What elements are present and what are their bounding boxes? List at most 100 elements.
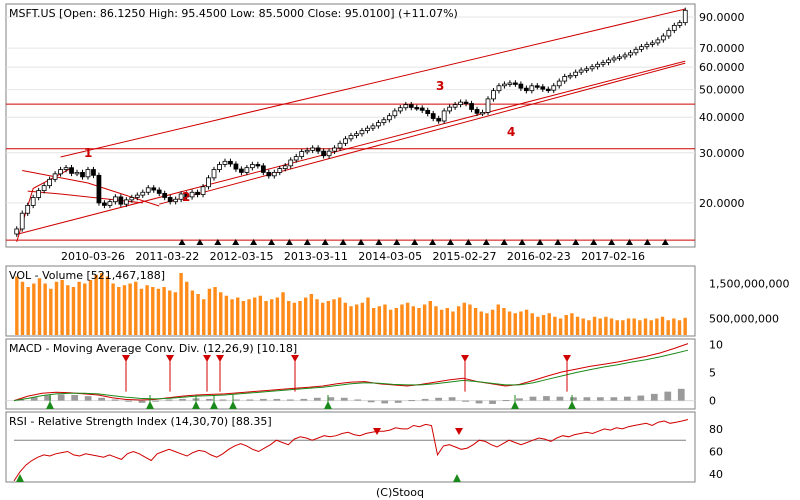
volume-bar bbox=[428, 301, 432, 335]
candle-body bbox=[595, 63, 600, 68]
candle-body bbox=[650, 42, 655, 45]
macd-histogram-bar bbox=[650, 393, 658, 401]
volume-bar bbox=[632, 318, 636, 335]
volume-bar bbox=[43, 283, 47, 335]
event-marker bbox=[303, 239, 311, 245]
volume-bar bbox=[349, 306, 353, 335]
event-marker bbox=[482, 239, 490, 245]
event-marker bbox=[250, 239, 258, 245]
volume-bar bbox=[621, 320, 625, 335]
date-label: 2015-02-27 bbox=[433, 250, 497, 263]
macd-histogram-bar bbox=[206, 398, 213, 401]
candle-body bbox=[469, 103, 474, 110]
volume-bar bbox=[281, 292, 285, 335]
event-markers bbox=[178, 239, 669, 245]
volume-bar bbox=[434, 306, 438, 335]
candle-body bbox=[58, 169, 63, 175]
macd-histogram-bar bbox=[623, 396, 631, 401]
candle-body bbox=[447, 106, 453, 112]
volume-axis: 1,500,000,000 500,000,000 bbox=[709, 278, 789, 326]
volume-bar bbox=[456, 306, 461, 335]
event-marker bbox=[464, 239, 472, 245]
volume-bar bbox=[32, 283, 36, 335]
volume-bar bbox=[309, 294, 314, 335]
event-marker bbox=[643, 239, 651, 245]
candle-body bbox=[288, 159, 294, 167]
candle-body bbox=[600, 62, 606, 65]
candle-body bbox=[666, 29, 672, 37]
candle-body bbox=[52, 173, 58, 180]
volume-bar bbox=[530, 313, 534, 335]
rsi-panel-title: RSI - Relative Strength Index (14,30,70)… bbox=[9, 415, 272, 428]
trendline bbox=[60, 8, 686, 158]
macd-histogram-bar bbox=[125, 400, 132, 402]
candle-body bbox=[321, 150, 326, 157]
event-marker bbox=[196, 239, 204, 245]
volume-bar bbox=[264, 301, 268, 335]
volume-bar bbox=[445, 308, 449, 335]
buy-signal-marker bbox=[192, 401, 200, 409]
price-panel: 90.0000 70.0000 60.0000 50.0000 40.0000 30.00… bbox=[5, 3, 745, 263]
candle-body bbox=[365, 127, 370, 132]
macd-histogram-bar bbox=[354, 399, 362, 401]
volume-bar bbox=[253, 297, 257, 335]
macd-histogram-bar bbox=[462, 400, 469, 402]
macd-line bbox=[13, 349, 689, 402]
candle-body bbox=[244, 167, 250, 173]
volume-bar bbox=[683, 317, 687, 335]
candle-body bbox=[567, 75, 573, 78]
candle-body bbox=[682, 9, 688, 24]
macd-histogram-bar bbox=[300, 398, 308, 401]
candle-body bbox=[354, 133, 359, 136]
volume-bar bbox=[230, 299, 234, 335]
candle-body bbox=[441, 110, 447, 122]
event-marker bbox=[626, 239, 633, 245]
candle-body bbox=[392, 110, 398, 117]
rsi-line bbox=[13, 419, 689, 482]
candle-body bbox=[19, 212, 25, 230]
volume-bar bbox=[320, 302, 325, 335]
buy-signal-marker bbox=[511, 401, 519, 409]
macd-histogram-bar bbox=[475, 400, 483, 404]
candle-body bbox=[266, 172, 272, 177]
buy-signal-marker bbox=[229, 401, 237, 409]
annotation-2: 2 bbox=[182, 190, 190, 204]
macd-histogram-bar bbox=[233, 399, 240, 401]
event-marker bbox=[375, 239, 383, 245]
rsi-oversold-marker bbox=[16, 474, 24, 482]
volume-bar bbox=[185, 281, 189, 335]
candle-body bbox=[326, 150, 332, 157]
candle-body bbox=[573, 71, 579, 76]
volume-bar bbox=[366, 297, 370, 335]
candle-body bbox=[381, 119, 387, 124]
buy-signal-marker bbox=[324, 401, 332, 409]
candle-body bbox=[74, 172, 80, 175]
event-marker bbox=[214, 239, 222, 245]
volume-bar bbox=[156, 288, 161, 335]
candle-body bbox=[156, 189, 162, 194]
macd-histogram-bar bbox=[57, 394, 65, 401]
candle-body bbox=[622, 54, 628, 58]
macd-histogram-bar bbox=[448, 397, 456, 401]
candle-body bbox=[414, 107, 420, 110]
event-marker bbox=[572, 239, 580, 245]
candle-body bbox=[260, 165, 266, 173]
macd-histogram-bar bbox=[610, 397, 618, 401]
date-label: 2012-03-15 bbox=[210, 250, 274, 263]
candle-body bbox=[63, 167, 69, 170]
volume-bar bbox=[88, 280, 93, 335]
macd-histogram-bar bbox=[313, 397, 321, 401]
candle-body bbox=[228, 160, 233, 165]
macd-histogram-bar bbox=[98, 397, 105, 401]
macd-histogram-bar bbox=[435, 397, 442, 401]
candle-body bbox=[134, 194, 140, 198]
event-marker bbox=[285, 239, 293, 245]
volume-bar bbox=[587, 320, 591, 335]
trendline bbox=[16, 60, 686, 235]
macd-histogram-bar bbox=[421, 398, 429, 401]
buy-signal-marker bbox=[568, 401, 576, 409]
event-marker bbox=[608, 239, 616, 245]
macd-histogram-bar bbox=[502, 400, 510, 402]
sell-signal-marker bbox=[216, 355, 224, 362]
candle-body bbox=[25, 205, 31, 214]
